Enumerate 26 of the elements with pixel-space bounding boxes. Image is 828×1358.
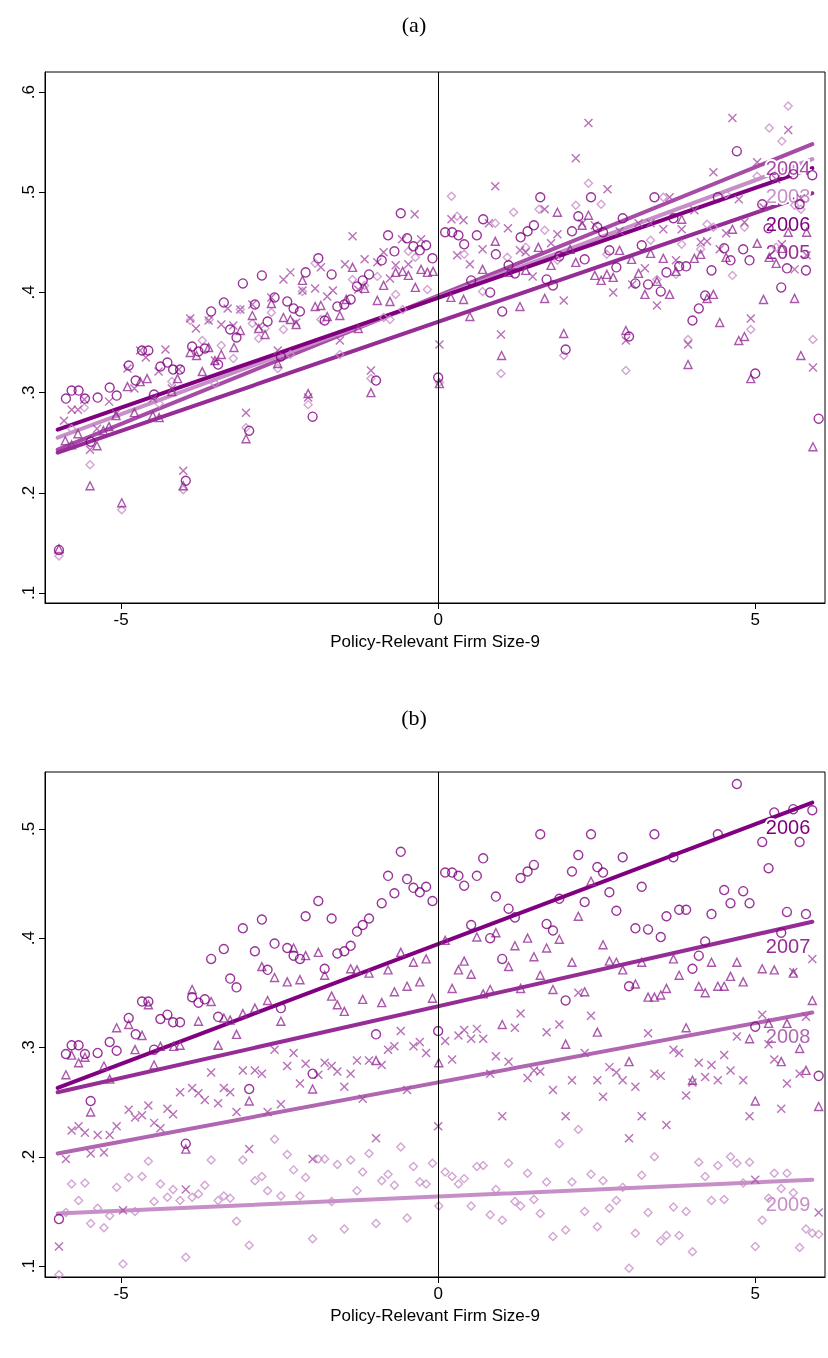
series-label: 2008 bbox=[765, 1025, 811, 1048]
y-tick-label: .5 bbox=[19, 185, 38, 200]
series-label: 2006 bbox=[765, 815, 811, 838]
x-tick-label: -5 bbox=[113, 1284, 129, 1303]
x-tick-label: 0 bbox=[433, 610, 443, 629]
x-tick-label: -5 bbox=[113, 610, 129, 629]
y-tick-label: .4 bbox=[19, 931, 38, 946]
y-tick-label: .1 bbox=[19, 585, 38, 601]
y-tick-label: .4 bbox=[19, 285, 38, 300]
y-tick-label: .3 bbox=[19, 385, 38, 400]
x-axis-title: Policy-Relevant Firm Size-9 bbox=[330, 1306, 540, 1325]
x-tick-label: 5 bbox=[750, 1284, 760, 1303]
y-tick-label: .2 bbox=[19, 1149, 38, 1164]
y-tick-label: .6 bbox=[19, 84, 38, 100]
series-label: 2007 bbox=[765, 934, 811, 957]
series-label: 2006 bbox=[765, 213, 811, 236]
series-label: 2009 bbox=[765, 1192, 811, 1215]
y-tick-label: .3 bbox=[19, 1040, 38, 1055]
x-tick-label: 5 bbox=[750, 610, 760, 629]
x-tick-label: 0 bbox=[433, 1284, 443, 1303]
x-axis-title: Policy-Relevant Firm Size-9 bbox=[330, 632, 540, 651]
y-tick-label: .2 bbox=[19, 485, 38, 500]
y-tick-label: .5 bbox=[19, 821, 38, 836]
chart-title: (a) bbox=[401, 11, 427, 37]
chart-title: (b) bbox=[401, 704, 427, 730]
y-tick-label: .1 bbox=[19, 1258, 38, 1274]
